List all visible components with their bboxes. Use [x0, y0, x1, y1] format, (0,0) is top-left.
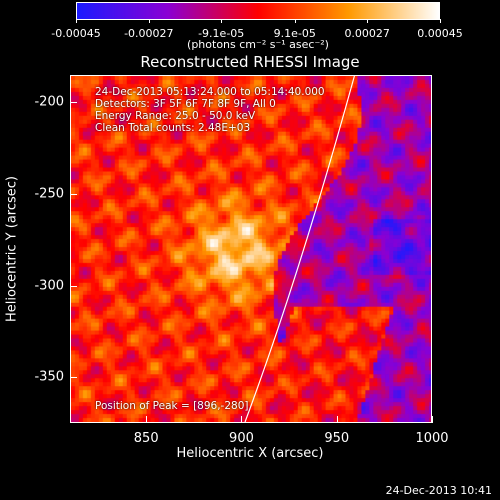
colorbar-tick-mark	[440, 19, 441, 23]
y-axis-label: Heliocentric Y (arcsec)	[4, 176, 20, 322]
y-tick-mark	[70, 102, 77, 103]
x-tick-label: 900	[229, 431, 254, 446]
annotation-peak-position: Position of Peak = [896,-280]	[95, 400, 249, 412]
colorbar	[76, 2, 440, 20]
footer-timestamp: 24-Dec-2013 10:41	[385, 484, 492, 497]
heatmap-image	[71, 76, 431, 422]
chart-title: Reconstructed RHESSI Image	[140, 53, 360, 71]
plot-area: 24-Dec-2013 05:13:24.000 to 05:14:40.000…	[70, 75, 432, 423]
solar-limb-line	[244, 76, 355, 422]
x-tick-label: 850	[133, 431, 159, 446]
y-tick-mark	[70, 377, 77, 378]
x-tick-mark	[432, 416, 433, 423]
y-tick-label: -350	[34, 369, 64, 385]
colorbar-tick-label: -9.1e-05	[198, 27, 245, 40]
colorbar-tick-mark	[76, 19, 77, 23]
annotation-energy-range: Energy Range: 25.0 - 50.0 keV	[95, 110, 256, 122]
x-tick-mark	[241, 416, 242, 423]
colorbar-tick-mark	[295, 19, 296, 23]
y-tick-label: -300	[34, 278, 64, 294]
y-tick-mark	[70, 286, 77, 287]
annotation-total-counts: Clean Total counts: 2.48E+03	[95, 122, 251, 134]
x-tick-mark	[146, 416, 147, 423]
x-axis-label: Heliocentric X (arcsec)	[176, 446, 324, 461]
colorbar-gradient	[77, 3, 439, 19]
x-tick-label: 950	[324, 431, 350, 446]
colorbar-tick-label: 9.1e-05	[273, 27, 316, 40]
x-tick-label: 1000	[415, 431, 449, 446]
colorbar-tick-mark	[367, 19, 368, 23]
colorbar-tick-label: 0.00027	[344, 27, 390, 40]
y-tick-mark	[70, 194, 77, 195]
colorbar-tick-label: -0.00045	[51, 27, 101, 40]
colorbar-tick-label: 0.00045	[417, 27, 463, 40]
colorbar-label: (photons cm⁻² s⁻¹ asec⁻²)	[187, 38, 329, 51]
annotation-time-range: 24-Dec-2013 05:13:24.000 to 05:14:40.000	[95, 86, 325, 98]
y-tick-label: -250	[34, 186, 64, 202]
colorbar-tick-label: -0.00027	[124, 27, 174, 40]
colorbar-tick-mark	[149, 19, 150, 23]
y-tick-label: -200	[34, 94, 64, 110]
annotation-detectors: Detectors: 3F 5F 6F 7F 8F 9F, All 0	[95, 98, 276, 110]
x-tick-mark	[337, 416, 338, 423]
colorbar-tick-mark	[221, 19, 222, 23]
